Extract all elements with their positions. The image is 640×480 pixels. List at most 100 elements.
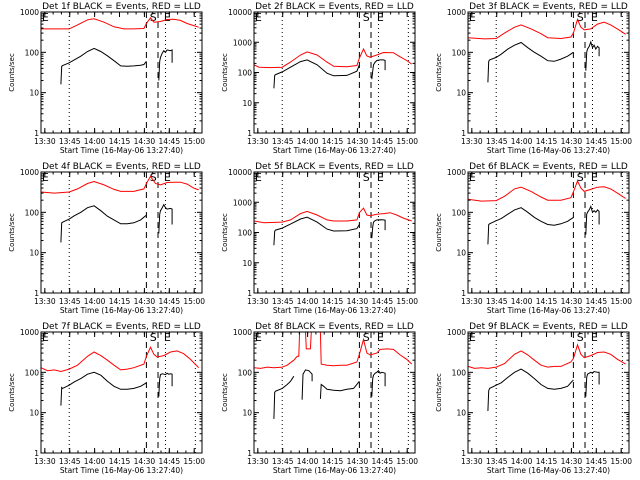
x-tick-label: 14:00: [297, 137, 319, 146]
x-tick-label: 15:00: [396, 457, 418, 466]
panel-det-1f: Det 1f BLACK = Events, RED = LLD Counts/s…: [8, 2, 205, 155]
marker-s: S: [150, 11, 157, 24]
x-tick-label: 15:00: [610, 137, 632, 146]
x-tick-label: 14:45: [371, 297, 393, 306]
y-tick-label: 10: [29, 249, 39, 258]
y-tick-label: 1: [247, 289, 252, 298]
x-tick-label: 14:15: [322, 457, 344, 466]
series-events: [585, 204, 600, 235]
y-tick-label: 10000: [228, 8, 252, 17]
x-tick-label: 15:00: [183, 137, 205, 146]
series-events: [273, 59, 360, 89]
panel-det-8f: Det 8f BLACK = Events, RED = LLD Counts/s…: [221, 322, 418, 475]
y-tick-label: 10: [29, 409, 39, 418]
x-axis-label: Start Time (16-May-06 13:27:40): [273, 306, 396, 315]
marker-e: E: [255, 171, 262, 184]
series-lld: [253, 47, 412, 69]
chart-title: Det 9f BLACK = Events, RED = LLD: [469, 322, 628, 332]
series-lld: [467, 179, 626, 202]
y-axis-label: Counts/sec: [8, 373, 16, 412]
y-tick-label: 10: [242, 409, 252, 418]
y-tick-label: 1: [34, 289, 39, 298]
x-tick-label: 14:45: [371, 137, 393, 146]
x-tick-label: 14:45: [585, 137, 607, 146]
y-axis-label: Counts/sec: [435, 373, 443, 412]
x-tick-label: 14:30: [347, 297, 369, 306]
x-tick-label: 14:00: [511, 457, 533, 466]
plot-frame: [467, 11, 630, 134]
y-tick-label: 1000: [233, 38, 252, 47]
x-tick-label: 13:30: [34, 137, 56, 146]
x-tick-label: 14:15: [322, 137, 344, 146]
plot-frame: [253, 331, 416, 454]
y-tick-label: 1000: [20, 328, 39, 337]
marker-e: E: [164, 11, 171, 24]
y-tick-label: 100: [25, 208, 40, 217]
y-tick-label: 100: [238, 69, 253, 78]
y-tick-label: 1000: [233, 198, 252, 207]
x-tick-label: 13:30: [247, 297, 269, 306]
y-tick-label: 1: [34, 129, 39, 138]
marker-e: E: [591, 331, 598, 344]
x-tick-label: 13:30: [461, 137, 483, 146]
panel-det-7f: Det 7f BLACK = Events, RED = LLD Counts/s…: [8, 322, 205, 475]
x-tick-label: 13:45: [59, 297, 81, 306]
marker-e: E: [42, 331, 49, 344]
plot-frame: [467, 331, 630, 454]
chart-title: Det 4f BLACK = Events, RED = LLD: [42, 162, 201, 172]
series-events: [487, 41, 574, 83]
panel-det-3f: Det 3f BLACK = Events, RED = LLD Counts/s…: [435, 2, 632, 155]
y-tick-label: 1: [34, 449, 39, 458]
y-tick-label: 1000: [20, 168, 39, 177]
marker-s: S: [577, 331, 584, 344]
x-tick-label: 13:45: [272, 137, 294, 146]
x-tick-label: 15:00: [610, 457, 632, 466]
marker-e: E: [164, 171, 171, 184]
x-tick-label: 15:00: [610, 297, 632, 306]
x-tick-label: 13:30: [34, 297, 56, 306]
x-tick-label: 13:45: [59, 457, 81, 466]
x-tick-label: 15:00: [396, 297, 418, 306]
y-tick-label: 10: [242, 99, 252, 108]
y-tick-label: 1000: [447, 168, 466, 177]
plot-frame: [253, 171, 416, 294]
x-tick-label: 14:30: [347, 457, 369, 466]
y-axis-label: Counts/sec: [221, 53, 229, 92]
y-tick-label: 100: [452, 48, 467, 57]
series-events: [319, 380, 360, 399]
x-tick-label: 14:00: [84, 137, 106, 146]
marker-e: E: [591, 171, 598, 184]
y-tick-label: 1000: [20, 8, 39, 17]
y-tick-label: 10000: [228, 168, 252, 177]
chart-title: Det 5f BLACK = Events, RED = LLD: [255, 162, 414, 172]
chart-title: Det 2f BLACK = Events, RED = LLD: [255, 2, 414, 12]
x-axis-label: Start Time (16-May-06 13:27:40): [60, 466, 183, 475]
marker-e: E: [164, 331, 171, 344]
x-tick-label: 15:00: [183, 457, 205, 466]
marker-e: E: [377, 331, 384, 344]
plot-frame: [467, 171, 630, 294]
y-tick-label: 100: [25, 368, 40, 377]
marker-e: E: [591, 11, 598, 24]
x-tick-label: 14:00: [297, 457, 319, 466]
y-axis-label: Counts/sec: [435, 213, 443, 252]
x-tick-label: 14:45: [158, 457, 180, 466]
chart-title: Det 6f BLACK = Events, RED = LLD: [469, 162, 628, 172]
x-tick-label: 14:00: [511, 137, 533, 146]
series-events: [371, 369, 386, 397]
plot-frame: [40, 331, 203, 454]
y-tick-label: 10: [29, 89, 39, 98]
y-tick-label: 10: [456, 89, 466, 98]
y-tick-label: 1: [247, 129, 252, 138]
x-tick-label: 13:30: [247, 457, 269, 466]
marker-s: S: [150, 331, 157, 344]
y-tick-label: 1000: [233, 328, 252, 337]
marker-s: S: [150, 171, 157, 184]
marker-e: E: [469, 11, 476, 24]
x-tick-label: 13:30: [34, 457, 56, 466]
marker-s: S: [363, 331, 370, 344]
series-lld: [41, 16, 199, 30]
panel-det-5f: Det 5f BLACK = Events, RED = LLD Counts/s…: [221, 162, 418, 315]
y-tick-label: 10: [456, 249, 466, 258]
x-tick-label: 14:15: [109, 457, 131, 466]
